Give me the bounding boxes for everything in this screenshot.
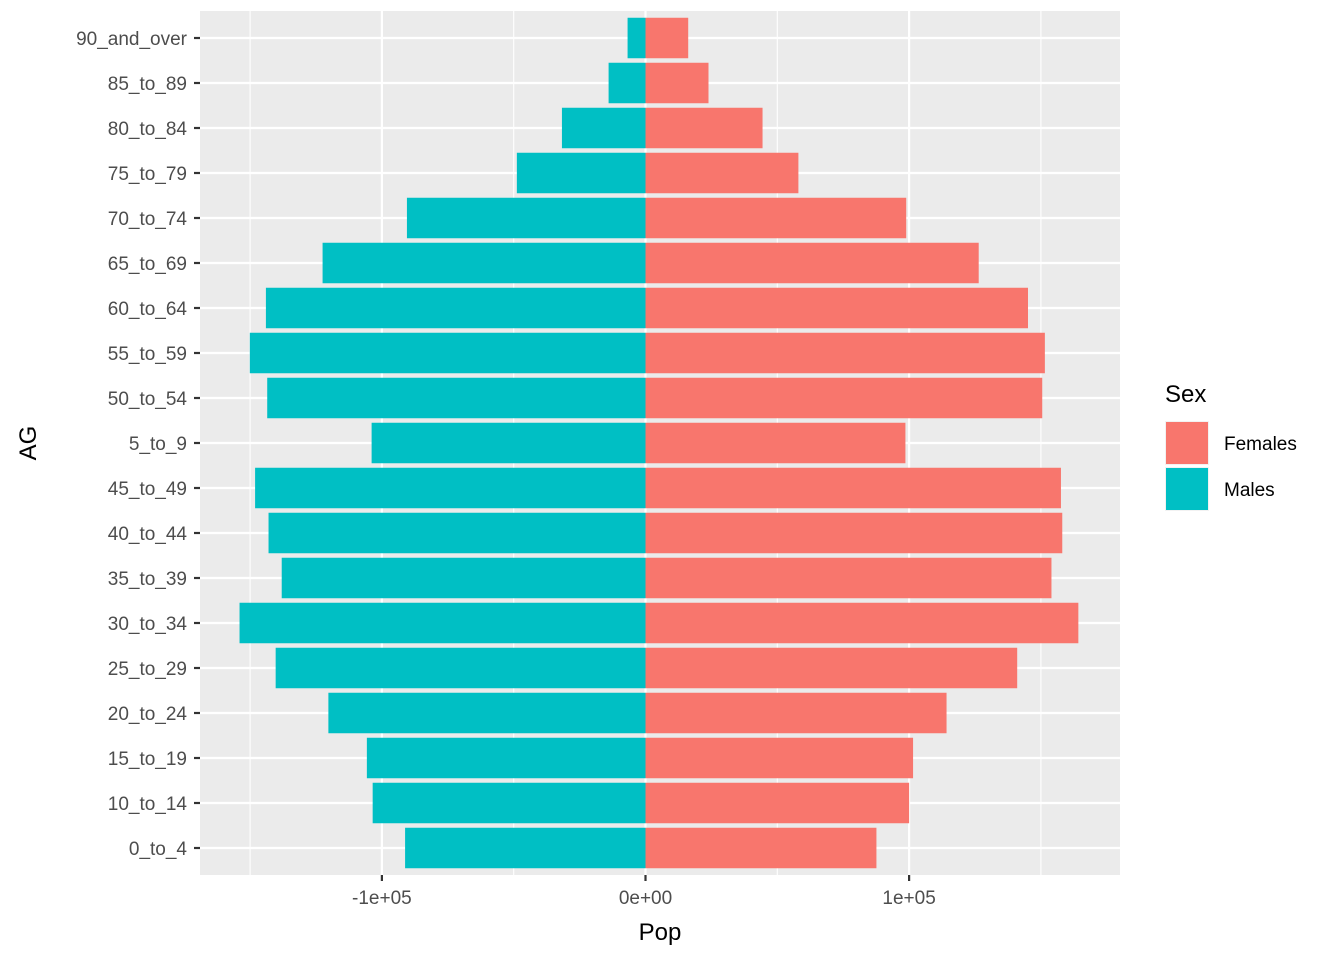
- y-tick-label: 70_to_74: [108, 209, 188, 230]
- x-tick-label: -1e+05: [352, 888, 412, 909]
- bar-females-15_to_19: [645, 737, 914, 779]
- bar-females-40_to_44: [645, 512, 1063, 554]
- bar-males-20_to_24: [328, 692, 646, 734]
- y-tick-label: 30_to_34: [108, 614, 188, 635]
- y-tick-label: 35_to_39: [108, 569, 187, 590]
- bar-males-90_and_over: [627, 17, 646, 59]
- x-tick-label: 0e+00: [619, 888, 672, 909]
- y-axis-title: AG: [15, 426, 42, 461]
- bar-males-40_to_44: [268, 512, 646, 554]
- y-tick-label: 20_to_24: [108, 704, 188, 725]
- y-tick-label: 80_to_84: [108, 119, 188, 140]
- legend: Sex Females Males: [1165, 381, 1297, 511]
- legend-key-males: [1166, 468, 1208, 510]
- bar-females-80_to_84: [645, 107, 763, 149]
- legend-title: Sex: [1165, 381, 1206, 408]
- bar-males-60_to_64: [265, 287, 646, 329]
- bar-males-5_to_9: [371, 422, 646, 464]
- bar-males-65_to_69: [322, 242, 646, 284]
- bar-males-75_to_79: [516, 152, 646, 194]
- y-tick-label: 0_to_4: [129, 839, 188, 860]
- y-tick-label: 55_to_59: [108, 344, 187, 365]
- y-tick-label: 85_to_89: [108, 74, 187, 95]
- legend-key-females: [1166, 422, 1208, 464]
- bar-females-70_to_74: [645, 197, 907, 239]
- bar-females-20_to_24: [645, 692, 947, 734]
- bar-females-45_to_49: [645, 467, 1061, 509]
- x-tick-label: 1e+05: [882, 888, 935, 909]
- bar-females-85_to_89: [645, 62, 709, 104]
- y-tick-label: 65_to_69: [108, 254, 187, 275]
- bar-males-70_to_74: [406, 197, 646, 239]
- legend-label-males: Males: [1224, 480, 1275, 501]
- bar-females-55_to_59: [645, 332, 1045, 374]
- bar-males-30_to_34: [239, 602, 646, 644]
- bar-males-85_to_89: [608, 62, 646, 104]
- bar-males-15_to_19: [366, 737, 646, 779]
- y-tick-label: 90_and_over: [76, 29, 188, 50]
- y-tick-label: 40_to_44: [108, 524, 188, 545]
- bars-layer: [239, 17, 1079, 869]
- bar-females-25_to_29: [645, 647, 1018, 689]
- bar-females-35_to_39: [645, 557, 1052, 599]
- y-tick-label: 45_to_49: [108, 479, 187, 500]
- y-tick-label: 60_to_64: [108, 299, 188, 320]
- y-tick-label: 75_to_79: [108, 164, 187, 185]
- bar-females-5_to_9: [645, 422, 906, 464]
- bar-males-80_to_84: [561, 107, 646, 149]
- y-tick-label: 25_to_29: [108, 659, 187, 680]
- bar-females-30_to_34: [645, 602, 1079, 644]
- y-axis: 0_to_4 10_to_14 15_to_19 20_to_24 25_to_29 30…: [76, 29, 200, 860]
- bar-females-60_to_64: [645, 287, 1028, 329]
- bar-males-35_to_39: [281, 557, 646, 599]
- bar-males-55_to_59: [249, 332, 646, 374]
- x-axis: -1e+05 0e+00 1e+05: [352, 875, 936, 909]
- y-tick-label: 10_to_14: [108, 794, 188, 815]
- bar-males-0_to_4: [405, 827, 646, 869]
- y-tick-label: 50_to_54: [108, 389, 188, 410]
- bar-males-25_to_29: [275, 647, 646, 689]
- bar-females-10_to_14: [645, 782, 910, 824]
- bar-females-90_and_over: [645, 17, 689, 59]
- bar-males-50_to_54: [267, 377, 646, 419]
- bar-females-65_to_69: [645, 242, 979, 284]
- x-axis-title: Pop: [639, 919, 682, 946]
- y-tick-label: 15_to_19: [108, 749, 187, 770]
- bar-females-0_to_4: [645, 827, 877, 869]
- y-tick-label: 5_to_9: [129, 434, 187, 455]
- bar-females-50_to_54: [645, 377, 1043, 419]
- bar-males-10_to_14: [372, 782, 646, 824]
- bar-females-75_to_79: [645, 152, 799, 194]
- bar-males-45_to_49: [255, 467, 646, 509]
- legend-label-females: Females: [1224, 434, 1297, 455]
